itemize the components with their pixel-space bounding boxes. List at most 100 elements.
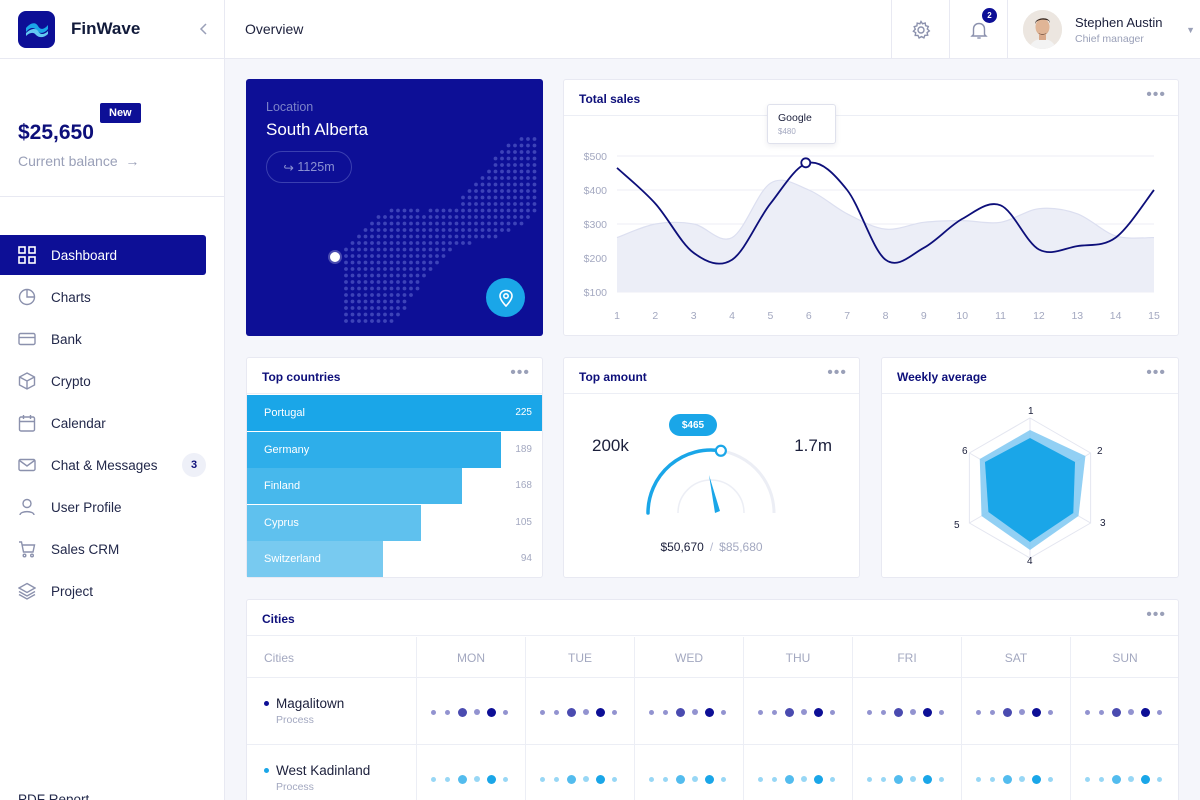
map-dot: [532, 182, 537, 187]
amount-min: 200k: [592, 436, 629, 455]
map-dot: [415, 247, 420, 252]
sidebar-item-project[interactable]: Project: [0, 571, 206, 611]
map-dot: [396, 234, 400, 239]
card-title: Weekly average: [897, 370, 987, 384]
activity-dot: [1031, 707, 1041, 717]
map-dot: [493, 215, 498, 219]
map-dot: [532, 208, 537, 213]
activity-dot: [539, 709, 545, 715]
map-dot: [402, 267, 407, 271]
map-dot: [357, 312, 361, 317]
map-dot: [396, 228, 400, 232]
sidebar-item-charts[interactable]: Charts: [0, 277, 206, 317]
map-dot: [350, 299, 355, 304]
highlighted-point[interactable]: [800, 157, 812, 169]
country-row[interactable]: Germany 189: [247, 431, 542, 468]
country-row[interactable]: Switzerland 94: [247, 541, 542, 578]
distance-pill[interactable]: ↪ 1125m: [266, 151, 352, 183]
balance-link[interactable]: Current balance →: [18, 153, 224, 169]
activity-dot: [704, 774, 714, 784]
map-dot: [474, 182, 478, 187]
map-dot: [376, 247, 381, 252]
sidebar-item-user-profile[interactable]: User Profile: [0, 487, 206, 527]
map-dot: [344, 299, 348, 304]
activity-dot: [813, 707, 823, 717]
map-dot: [461, 202, 465, 206]
map-dot: [402, 228, 407, 232]
country-row[interactable]: Cyprus 105: [247, 504, 542, 541]
map-dot: [350, 273, 355, 278]
gauge-handle[interactable]: [714, 444, 727, 457]
more-options-icon[interactable]: •••: [827, 364, 847, 381]
collapse-sidebar-button[interactable]: [194, 19, 214, 39]
map-dot: [422, 221, 426, 226]
x-tick-label: 12: [1033, 310, 1045, 322]
grid-icon: [18, 246, 36, 264]
user-menu[interactable]: Stephen Austin Chief manager ▼: [1007, 0, 1200, 59]
calendar-icon: [18, 414, 36, 432]
activity-dot: [1048, 776, 1053, 782]
country-value: 168: [515, 480, 532, 492]
map-dot: [409, 215, 413, 219]
country-row[interactable]: Portugal 225: [247, 395, 542, 431]
map-dot: [428, 241, 433, 245]
settings-button[interactable]: [891, 0, 949, 59]
sidebar-item-dashboard[interactable]: Dashboard: [0, 235, 206, 275]
activity-dot: [1140, 707, 1150, 717]
map-dot: [519, 150, 524, 154]
more-options-icon[interactable]: •••: [1146, 606, 1166, 623]
map-dot: [487, 169, 491, 174]
sidebar-item-bank[interactable]: Bank: [0, 319, 206, 359]
map-dot: [409, 234, 413, 239]
city-name[interactable]: West Kadinland: [276, 763, 371, 778]
country-row[interactable]: Finland 168: [247, 468, 542, 505]
map-dot: [402, 306, 407, 310]
more-options-icon[interactable]: •••: [1146, 86, 1166, 103]
map-dot: [357, 234, 361, 239]
map-dot: [350, 312, 355, 317]
brand-logo[interactable]: [18, 10, 55, 48]
map-dot: [370, 306, 374, 310]
map-dot: [519, 215, 524, 219]
sidebar-item-label: Crypto: [51, 373, 91, 389]
map-dot: [344, 273, 348, 278]
map-dot: [506, 143, 511, 148]
map-dot: [526, 143, 530, 148]
activity-dot: [881, 709, 886, 715]
map-dot: [448, 215, 452, 219]
country-value: 94: [520, 553, 532, 565]
location-card: Location South Alberta ↪ 1125m: [246, 79, 543, 336]
activity-dot: [1084, 776, 1090, 782]
map-dot: [487, 202, 491, 206]
map-dot: [474, 221, 478, 226]
more-options-icon[interactable]: •••: [1146, 364, 1166, 381]
location-pin-button[interactable]: [486, 278, 525, 317]
map-dot: [493, 182, 498, 187]
sidebar-item-label: Project: [51, 583, 94, 599]
map-dot: [500, 208, 504, 213]
sidebar-item-calendar[interactable]: Calendar: [0, 403, 206, 443]
map-dot: [474, 208, 478, 213]
series-2-line: [616, 179, 1155, 240]
notifications-button[interactable]: 2: [949, 0, 1007, 59]
map-dot: [493, 176, 498, 180]
more-options-icon[interactable]: •••: [510, 364, 530, 381]
activity-dot: [922, 774, 932, 784]
map-dot: [363, 260, 368, 265]
sidebar-item-pdf-report[interactable]: PDF Report: [18, 792, 90, 800]
map-dot: [363, 312, 368, 317]
map-dot: [526, 215, 530, 219]
top-amount-card: Top amount ••• 200k 1.7m $465 $50,670/$8…: [563, 357, 860, 578]
map-dot: [461, 215, 465, 219]
sidebar-item-chat-messages[interactable]: Chat & Messages 3: [0, 445, 206, 485]
map-dot: [532, 202, 537, 206]
map-dot: [480, 234, 485, 239]
sidebar-item-sales-crm[interactable]: Sales CRM: [0, 529, 206, 569]
sidebar-item-crypto[interactable]: Crypto: [0, 361, 206, 401]
map-dot: [363, 280, 368, 284]
activity-dot: [1140, 774, 1150, 784]
map-dot: [467, 234, 472, 239]
map-dot: [428, 267, 433, 271]
city-name[interactable]: Magalitown: [276, 696, 345, 711]
activity-dot: [704, 707, 714, 717]
